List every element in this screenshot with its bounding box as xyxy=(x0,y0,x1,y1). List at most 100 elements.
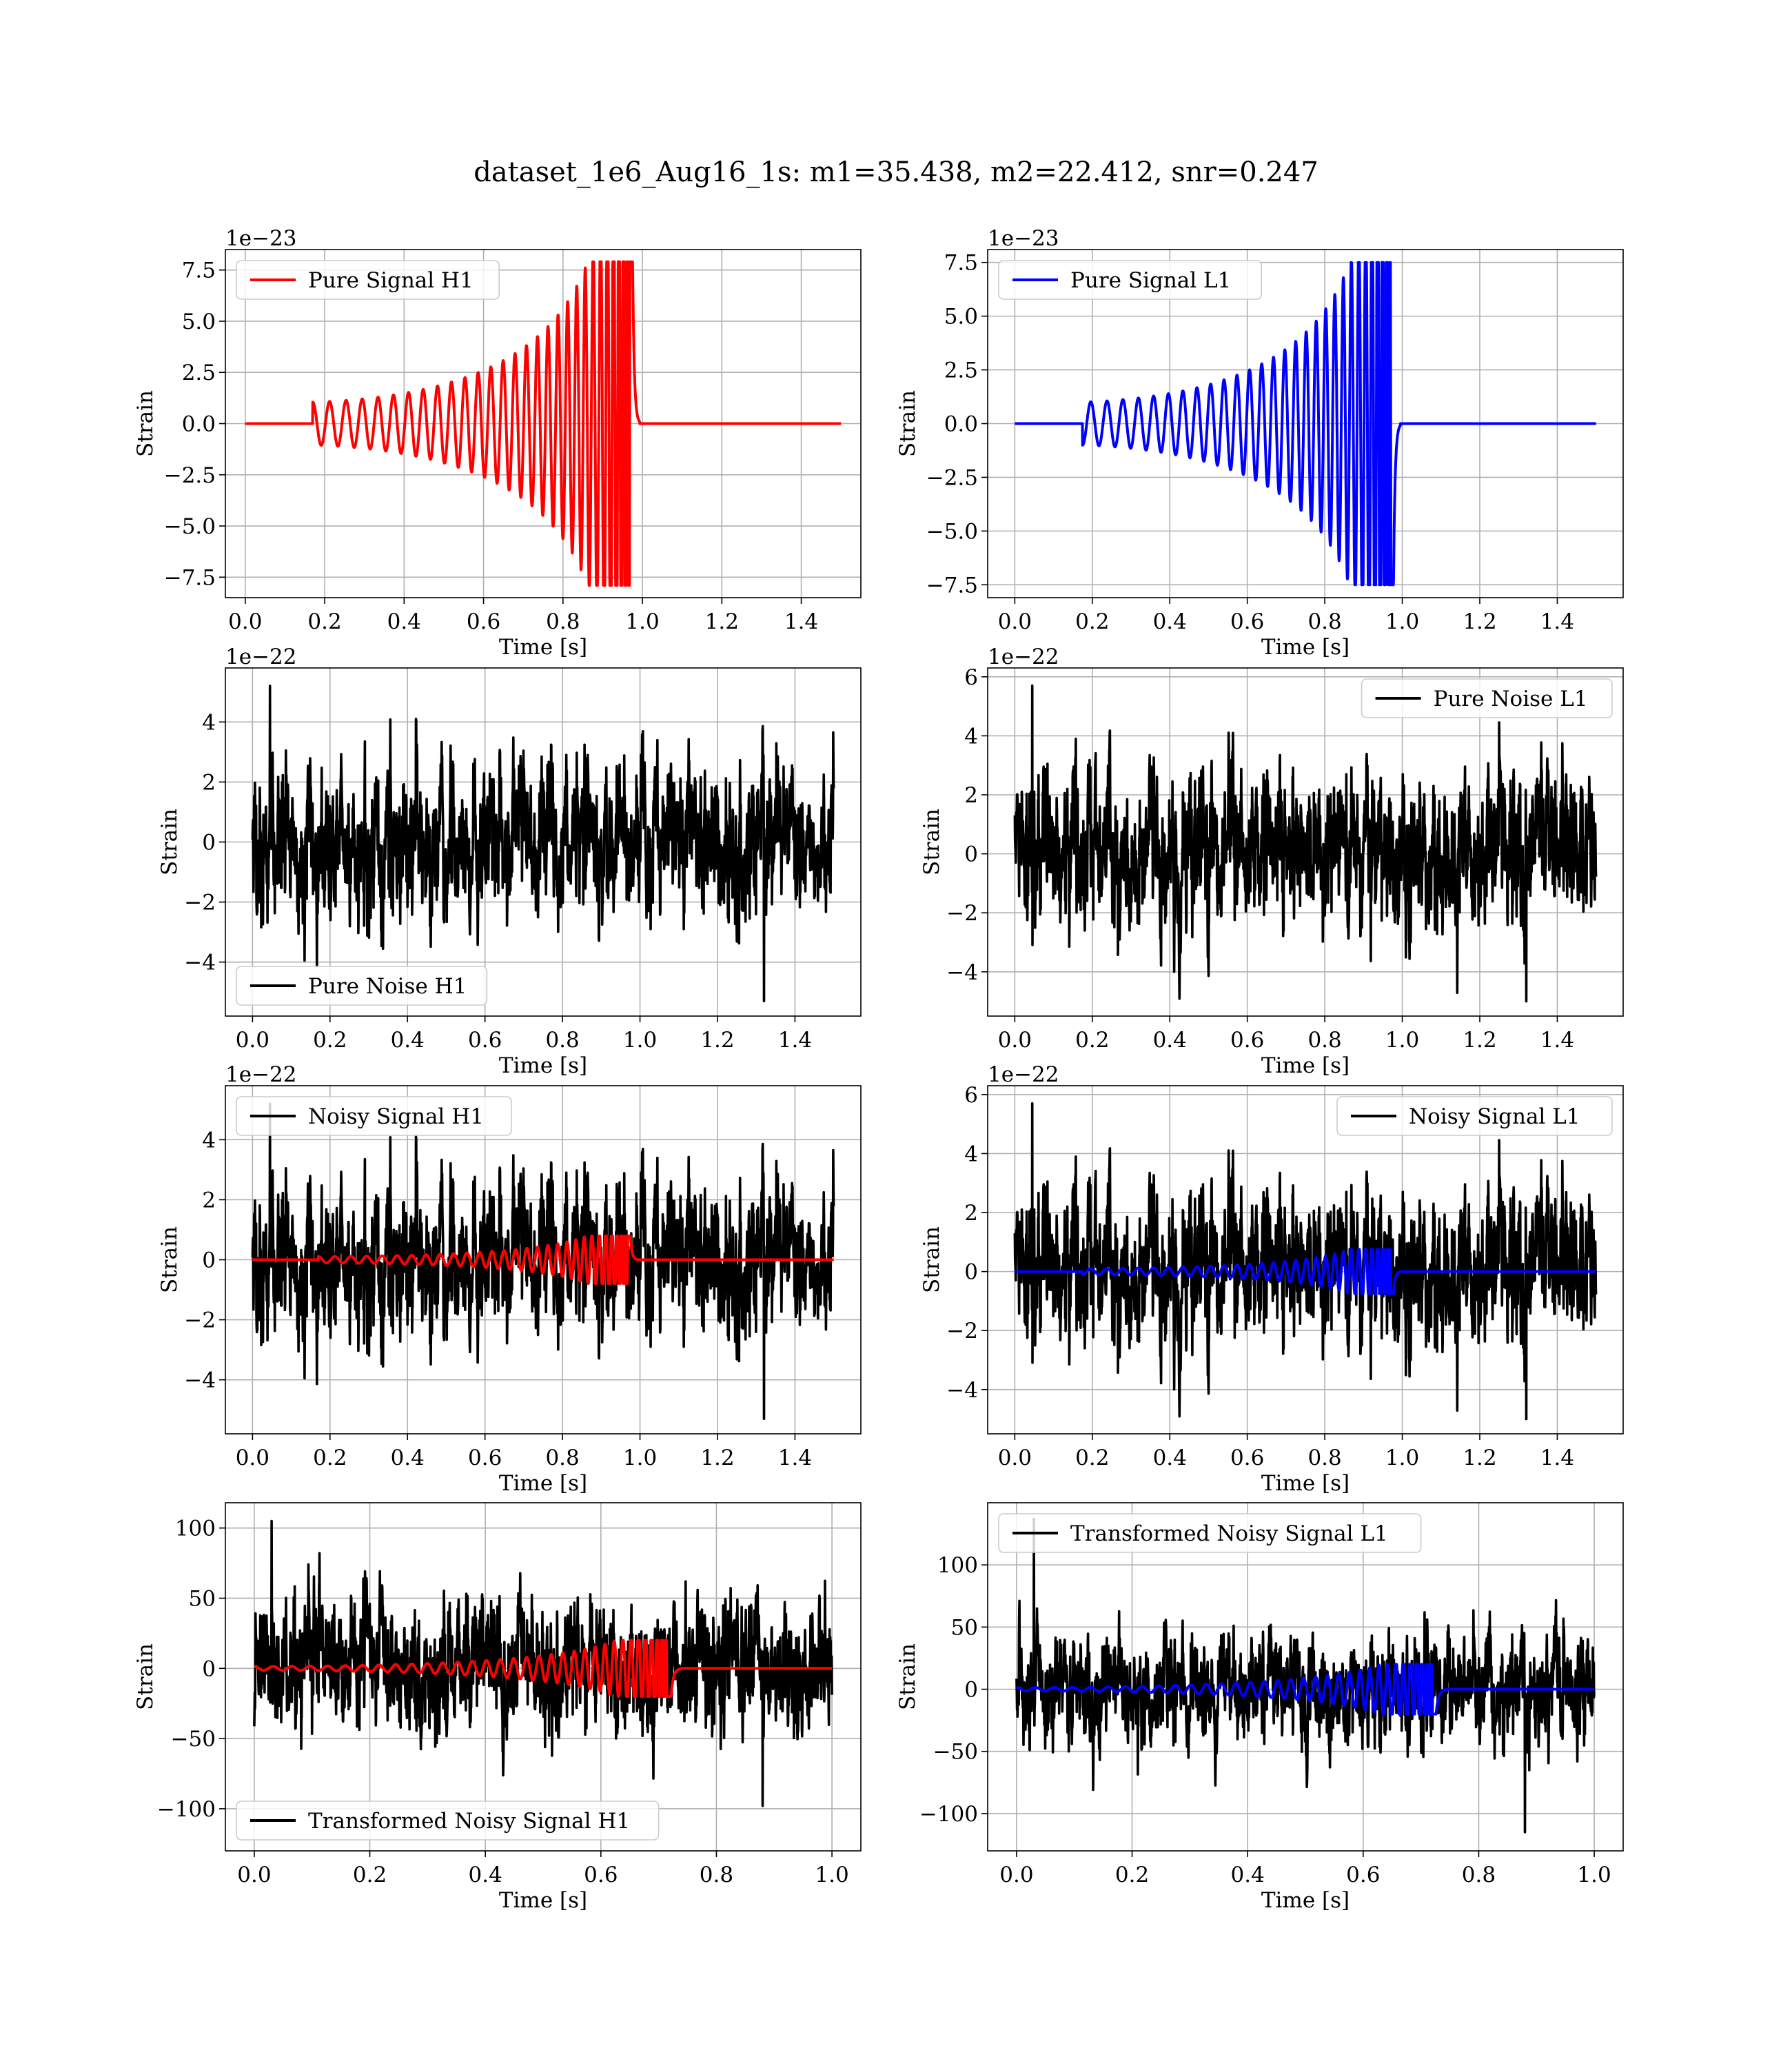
legend-box xyxy=(998,1513,1422,1553)
y-tick-label: 0.0 xyxy=(944,412,978,437)
y-tick-label: −4 xyxy=(946,1378,978,1403)
y-tick-label: 0 xyxy=(964,1260,978,1285)
x-tick-label: 0.4 xyxy=(387,609,421,634)
offset-label: 1e−22 xyxy=(988,1062,1059,1087)
x-tick-label: 0.2 xyxy=(313,1446,347,1470)
x-tick-label: 0.4 xyxy=(469,1863,502,1887)
x-tick-label: 1.2 xyxy=(1463,1446,1496,1470)
legend-label: Noisy Signal L1 xyxy=(1409,1104,1580,1129)
legend-label: Transformed Noisy Signal L1 xyxy=(1070,1521,1388,1546)
x-tick-label: 1.2 xyxy=(700,1446,734,1470)
y-axis-label: Strain xyxy=(895,390,920,457)
noisy-signal-h1-panel: 0.0 0.2 0.4 0.6 0.8 1.0 1.2 1.4 −4 −2 0 2 4 Time [s] S… xyxy=(157,1062,862,1496)
legend-box xyxy=(236,260,500,300)
y-tick-label: 0 xyxy=(964,1678,978,1703)
x-tick-label: 1.0 xyxy=(1385,1446,1419,1470)
x-tick-label: 0.6 xyxy=(1230,1446,1264,1470)
noisy-signal-l1-series-noise-line xyxy=(1013,1102,1598,1421)
x-tick-label: 0.6 xyxy=(467,609,500,634)
figure-title: dataset_1e6_Aug16_1s: m1=35.438, m2=22.4… xyxy=(474,156,1318,188)
x-tick-label: 0.6 xyxy=(1230,609,1264,634)
x-tick-label: 1.0 xyxy=(623,1028,657,1053)
x-tick-label: 1.0 xyxy=(625,609,659,634)
transformed-noisy-signal-l1-series-noise-line xyxy=(1015,1517,1596,1834)
legend-box xyxy=(236,1096,512,1136)
pure-signal-h1-panel: 0.0 0.2 0.4 0.6 0.8 1.0 1.2 1.4 −7.5 −5.0 −2.5 0.0 2… xyxy=(133,226,862,660)
x-tick-label: 0.8 xyxy=(545,1446,579,1470)
x-tick-label: 0.0 xyxy=(998,1028,1032,1053)
x-tick-label: 0.0 xyxy=(999,1863,1033,1887)
x-tick-label: 1.4 xyxy=(1540,609,1574,634)
y-axis-label: Strain xyxy=(133,1643,158,1710)
x-axis-label: Time [s] xyxy=(499,1053,587,1078)
y-tick-label: 4 xyxy=(202,1128,216,1153)
x-tick-label: 0.6 xyxy=(468,1028,502,1053)
x-tick-label: 0.4 xyxy=(391,1028,425,1053)
legend: Transformed Noisy Signal H1 xyxy=(236,1801,660,1841)
x-tick-label: 0.0 xyxy=(998,609,1032,634)
legend-box xyxy=(1336,1096,1613,1136)
y-tick-label: −100 xyxy=(157,1797,216,1822)
x-axis-label: Time [s] xyxy=(1261,635,1350,660)
y-axis-label: Strain xyxy=(133,390,158,457)
legend: Transformed Noisy Signal L1 xyxy=(998,1513,1422,1553)
y-tick-label: −4 xyxy=(184,1368,216,1393)
y-tick-label: 50 xyxy=(951,1615,978,1640)
legend-label: Pure Noise L1 xyxy=(1434,687,1588,711)
x-tick-label: 0.8 xyxy=(1462,1863,1496,1887)
transformed-noisy-signal-h1-series-noise-line xyxy=(253,1519,833,1807)
legend: Noisy Signal L1 xyxy=(1336,1096,1613,1136)
legend-box xyxy=(236,966,488,1006)
x-tick-label: 0.8 xyxy=(1307,1446,1341,1470)
x-tick-label: 0.0 xyxy=(998,1446,1032,1470)
offset-label: 1e−22 xyxy=(225,1062,297,1087)
legend: Pure Noise H1 xyxy=(236,966,488,1006)
y-tick-label: 0 xyxy=(202,1248,216,1273)
x-tick-label: 1.2 xyxy=(705,609,739,634)
y-tick-label: −5.0 xyxy=(164,514,216,539)
x-tick-label: 0.2 xyxy=(307,609,341,634)
y-tick-label: 4 xyxy=(964,1142,978,1166)
pure-signal-l1-panel: 0.0 0.2 0.4 0.6 0.8 1.0 1.2 1.4 −7.5 −5.0 −2.5 0.0 2… xyxy=(895,226,1624,660)
x-tick-label: 0.2 xyxy=(313,1028,347,1053)
x-axis-label: Time [s] xyxy=(1261,1471,1350,1496)
y-tick-label: −2.5 xyxy=(164,463,216,488)
x-tick-label: 0.0 xyxy=(236,1446,269,1470)
y-tick-label: 0 xyxy=(202,831,216,855)
y-axis-label: Strain xyxy=(919,1226,944,1293)
y-tick-label: 6 xyxy=(964,665,978,690)
x-axis-label: Time [s] xyxy=(499,635,587,660)
y-tick-label: −5.0 xyxy=(926,519,978,544)
y-tick-label: −7.5 xyxy=(926,573,978,598)
x-axis-label: Time [s] xyxy=(1261,1888,1350,1913)
x-tick-label: 0.8 xyxy=(700,1863,733,1887)
axes-frame xyxy=(987,1502,1624,1852)
y-tick-label: 4 xyxy=(202,710,216,735)
x-tick-label: 0.4 xyxy=(1153,609,1187,634)
pure-signal-l1-series-signal-line xyxy=(1013,261,1598,587)
y-tick-label: −2.5 xyxy=(926,465,978,490)
y-tick-label: 2 xyxy=(202,770,216,795)
y-tick-label: −7.5 xyxy=(164,565,216,590)
y-tick-label: −100 xyxy=(919,1802,978,1827)
axes-frame xyxy=(225,1502,862,1852)
x-tick-label: 0.2 xyxy=(1075,609,1109,634)
transformed-noisy-signal-h1-series-signal-line xyxy=(253,1639,833,1698)
x-tick-label: 1.2 xyxy=(1463,1028,1496,1053)
x-tick-label: 0.0 xyxy=(236,1028,269,1053)
transformed-noisy-signal-h1-panel: 0.0 0.2 0.4 0.6 0.8 1.0 −100 −50 0 50 100 Time [s] S… xyxy=(133,1502,862,1913)
x-tick-label: 0.4 xyxy=(1231,1863,1265,1887)
x-tick-label: 0.6 xyxy=(1230,1028,1264,1053)
offset-label: 1e−23 xyxy=(225,226,297,251)
x-tick-label: 0.6 xyxy=(584,1863,618,1887)
y-tick-label: 50 xyxy=(189,1586,216,1611)
y-axis-label: Strain xyxy=(157,1226,182,1293)
y-tick-label: 2 xyxy=(964,783,978,808)
pure-noise-h1-panel: 0.0 0.2 0.4 0.6 0.8 1.0 1.2 1.4 −4 −2 0 2 4 Time [s] S… xyxy=(157,645,862,1078)
x-tick-label: 1.4 xyxy=(1540,1028,1574,1053)
transformed-noisy-signal-l1-panel: 0.0 0.2 0.4 0.6 0.8 1.0 −100 −50 0 50 100 Time [s] S… xyxy=(895,1502,1624,1913)
y-tick-label: 7.5 xyxy=(944,251,978,276)
offset-label: 1e−22 xyxy=(225,645,297,669)
offset-label: 1e−22 xyxy=(988,645,1059,669)
y-tick-label: −50 xyxy=(171,1727,216,1752)
